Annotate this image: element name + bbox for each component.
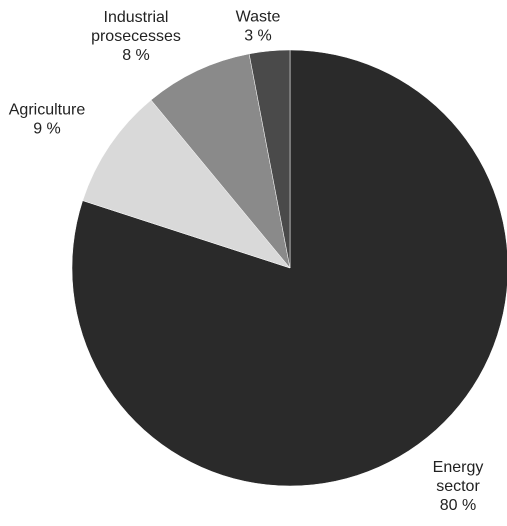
slice-category-label: Waste bbox=[236, 9, 281, 26]
slice-label-agriculture: Agriculture 9 % bbox=[9, 102, 86, 138]
pie-slices bbox=[72, 50, 507, 486]
slice-category-label: Agriculture bbox=[9, 102, 86, 119]
slice-value-label: 80 % bbox=[440, 497, 476, 514]
slice-category-label: sector bbox=[436, 478, 480, 495]
slice-category-label: Industrial bbox=[104, 9, 169, 26]
slice-label-industrial-prosecesses: Industrial prosecesses 8 % bbox=[91, 9, 181, 64]
slice-label-waste: Waste 3 % bbox=[236, 9, 281, 45]
slice-value-label: 9 % bbox=[33, 121, 61, 138]
slice-value-label: 3 % bbox=[244, 28, 272, 45]
slice-label-energy-sector: Energy sector 80 % bbox=[433, 459, 484, 514]
slice-category-label: Energy bbox=[433, 459, 484, 476]
slice-category-label: prosecesses bbox=[91, 28, 181, 45]
slice-value-label: 8 % bbox=[122, 47, 150, 64]
